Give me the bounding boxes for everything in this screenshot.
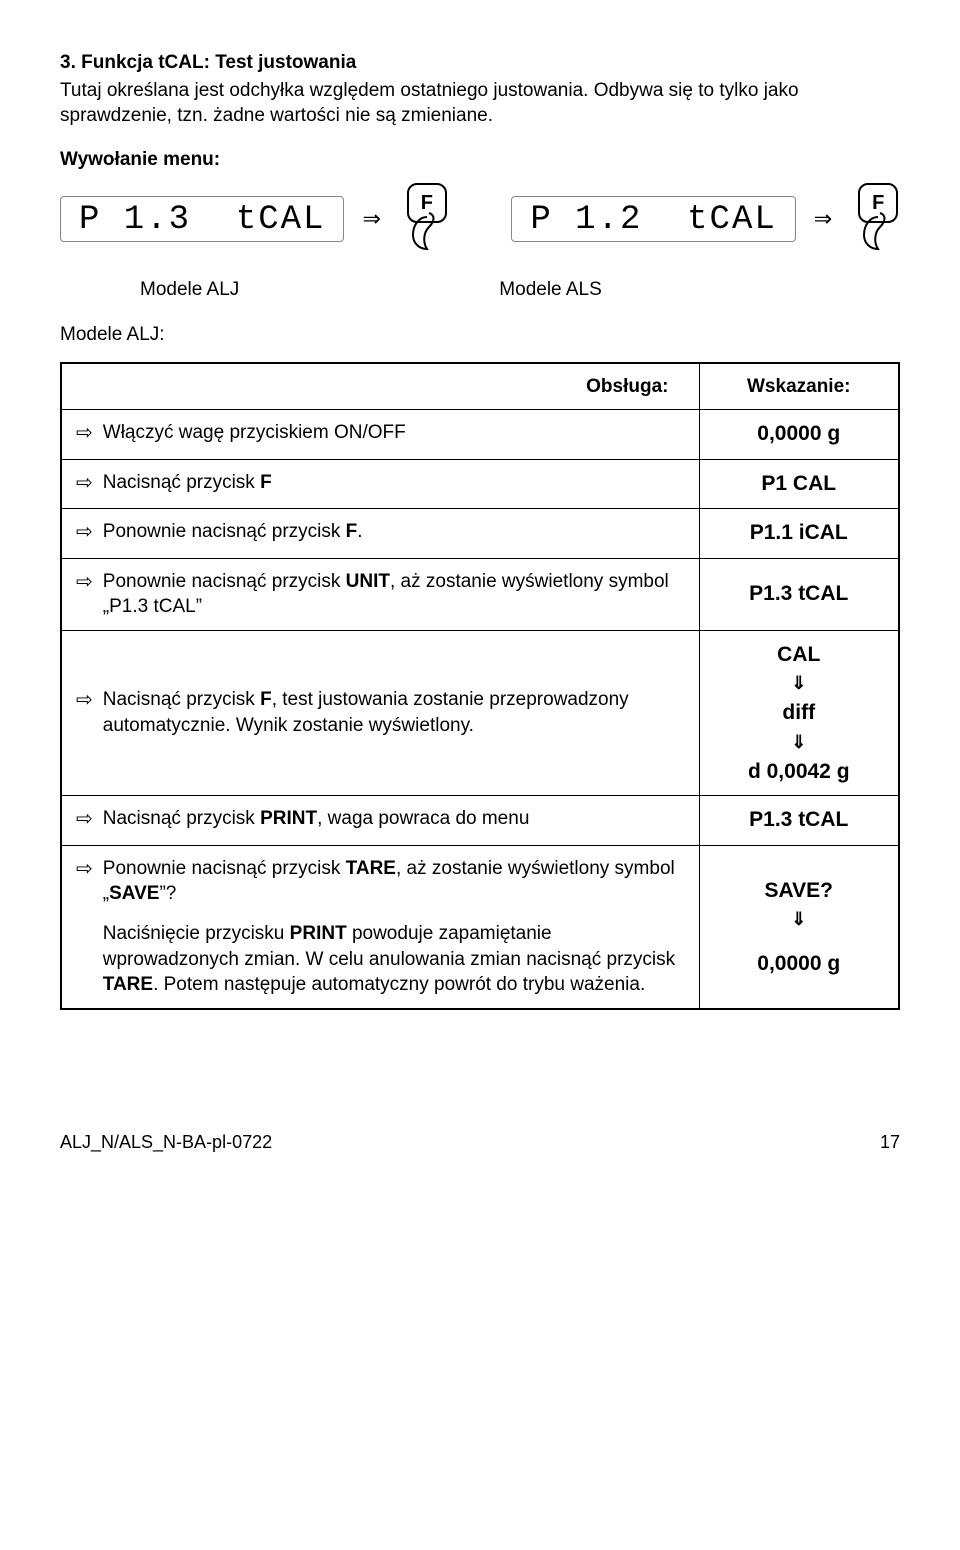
bullet-icon: ⇨ [76, 519, 93, 545]
model-alj-label: Modele ALJ [140, 277, 239, 303]
models-row: Modele ALJ Modele ALS [140, 277, 900, 303]
table-row: ⇨ Nacisnąć przycisk PRINT, waga powraca … [61, 796, 899, 845]
menu-label: Wywołanie menu: [60, 147, 900, 173]
bullet-icon: ⇨ [76, 687, 93, 713]
section-heading: 3. Funkcja tCAL: Test justowania [60, 50, 900, 76]
op-text: Ponownie nacisnąć przycisk TARE, aż zost… [103, 856, 685, 998]
bullet-icon: ⇨ [76, 470, 93, 496]
ind-diff: diff [782, 699, 815, 726]
indication: 0,0000 g [699, 410, 899, 459]
segment-display-2: P 1.2 tCAL [511, 196, 795, 242]
header-indication: Wskazanie: [699, 363, 899, 410]
footer-page-number: 17 [880, 1130, 900, 1154]
table-row: ⇨ Włączyć wagę przyciskiem ON/OFF 0,0000… [61, 410, 899, 459]
model-alj-header: Modele ALJ: [60, 322, 900, 348]
footer-doc-id: ALJ_N/ALS_N-BA-pl-0722 [60, 1130, 272, 1154]
ind-cal: CAL [777, 641, 820, 668]
indication: P1 CAL [699, 459, 899, 508]
header-operation: Obsługa: [61, 363, 699, 410]
f-key-icon-2: F [850, 183, 900, 255]
model-als-label: Modele ALS [499, 277, 601, 303]
bullet-icon: ⇨ [76, 806, 93, 832]
indication: P1.1 iCAL [699, 509, 899, 558]
indication-stack: CAL ⇓ diff ⇓ d 0,0042 g [699, 630, 899, 796]
indication-stack: SAVE? ⇓ 0,0000 g [699, 845, 899, 1009]
ind-g: 0,0000 g [757, 950, 840, 977]
section-intro: Tutaj określana jest odchyłka względem o… [60, 78, 900, 129]
op-text: Ponownie nacisnąć przycisk UNIT, aż zost… [103, 569, 685, 620]
op-text: Ponownie nacisnąć przycisk F. [103, 519, 685, 545]
down-arrow-icon: ⇓ [791, 731, 806, 754]
op-text: Nacisnąć przycisk F [103, 470, 685, 496]
op-text: Nacisnąć przycisk PRINT, waga powraca do… [103, 806, 685, 832]
indication: P1.3 tCAL [699, 796, 899, 845]
down-arrow-icon: ⇓ [791, 672, 806, 695]
down-arrow-icon: ⇓ [791, 908, 806, 931]
ind-save: SAVE? [765, 877, 833, 904]
section-number: 3. [60, 52, 76, 73]
indication: P1.3 tCAL [699, 558, 899, 630]
table-header-row: Obsługa: Wskazanie: [61, 363, 899, 410]
op-text: Włączyć wagę przyciskiem ON/OFF [103, 420, 685, 446]
bullet-icon: ⇨ [76, 569, 93, 595]
page-footer: ALJ_N/ALS_N-BA-pl-0722 17 [60, 1130, 900, 1154]
segment-display-1: P 1.3 tCAL [60, 196, 344, 242]
op-text: Nacisnąć przycisk F, test justowania zos… [103, 687, 685, 738]
f-key-icon-1: F [399, 183, 449, 255]
arrow-right-1: ⇒ [362, 204, 380, 234]
bullet-icon: ⇨ [76, 856, 93, 882]
arrow-right-2: ⇒ [814, 204, 832, 234]
menu-row: P 1.3 tCAL ⇒ F P 1.2 tCAL ⇒ F [60, 183, 900, 255]
table-row: ⇨ Ponownie nacisnąć przycisk UNIT, aż zo… [61, 558, 899, 630]
section-title-text: Funkcja tCAL: Test justowania [81, 52, 356, 73]
bullet-icon: ⇨ [76, 420, 93, 446]
ind-d: d 0,0042 g [748, 758, 850, 785]
operations-table: Obsługa: Wskazanie: ⇨ Włączyć wagę przyc… [60, 362, 900, 1010]
table-row: ⇨ Ponownie nacisnąć przycisk F. P1.1 iCA… [61, 509, 899, 558]
table-row: ⇨ Nacisnąć przycisk F P1 CAL [61, 459, 899, 508]
table-row: ⇨ Nacisnąć przycisk F, test justowania z… [61, 630, 899, 796]
table-row: ⇨ Ponownie nacisnąć przycisk TARE, aż zo… [61, 845, 899, 1009]
